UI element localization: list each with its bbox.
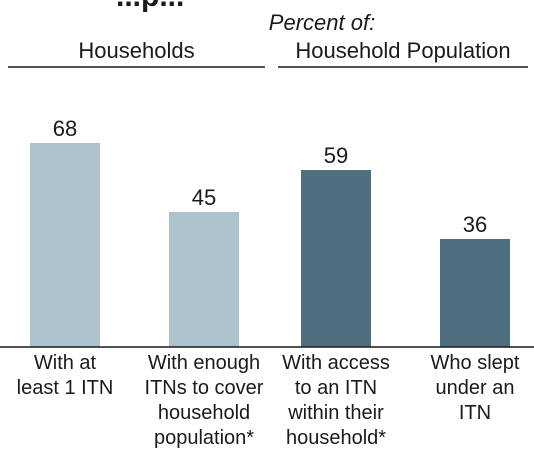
group-label: Households [78,38,194,63]
bar [169,212,239,347]
category-labels: With at least 1 ITN With enough ITNs to cov… [17,352,520,449]
value-label: 59 [324,143,348,168]
group-label: Household Population [295,38,510,63]
category-label: least 1 ITN [17,377,114,399]
bar [301,170,371,347]
category-label: With at [34,352,97,374]
category-label: ITN [459,402,491,424]
category-label: Who slept [431,352,520,374]
value-label: 36 [463,212,487,237]
category-label: within their [287,402,384,424]
group-headers: Households Household Population [8,38,528,68]
category-label: With enough [148,352,260,374]
category-label: to an ITN [295,377,377,399]
bar [30,143,100,347]
bar [440,239,510,347]
value-label: 45 [192,185,216,210]
category-label: With access [282,352,390,374]
category-label: population* [154,427,254,449]
chart-title-partial: ...p... [116,0,184,13]
value-label: 68 [53,116,77,141]
category-label: ITNs to cover [145,377,264,399]
value-labels: 68 45 59 36 [53,116,487,237]
group-header: Percent of: [269,10,375,35]
bars [30,143,510,347]
category-label: household* [286,427,386,449]
category-label: household [158,402,250,424]
category-label: under an [436,377,515,399]
